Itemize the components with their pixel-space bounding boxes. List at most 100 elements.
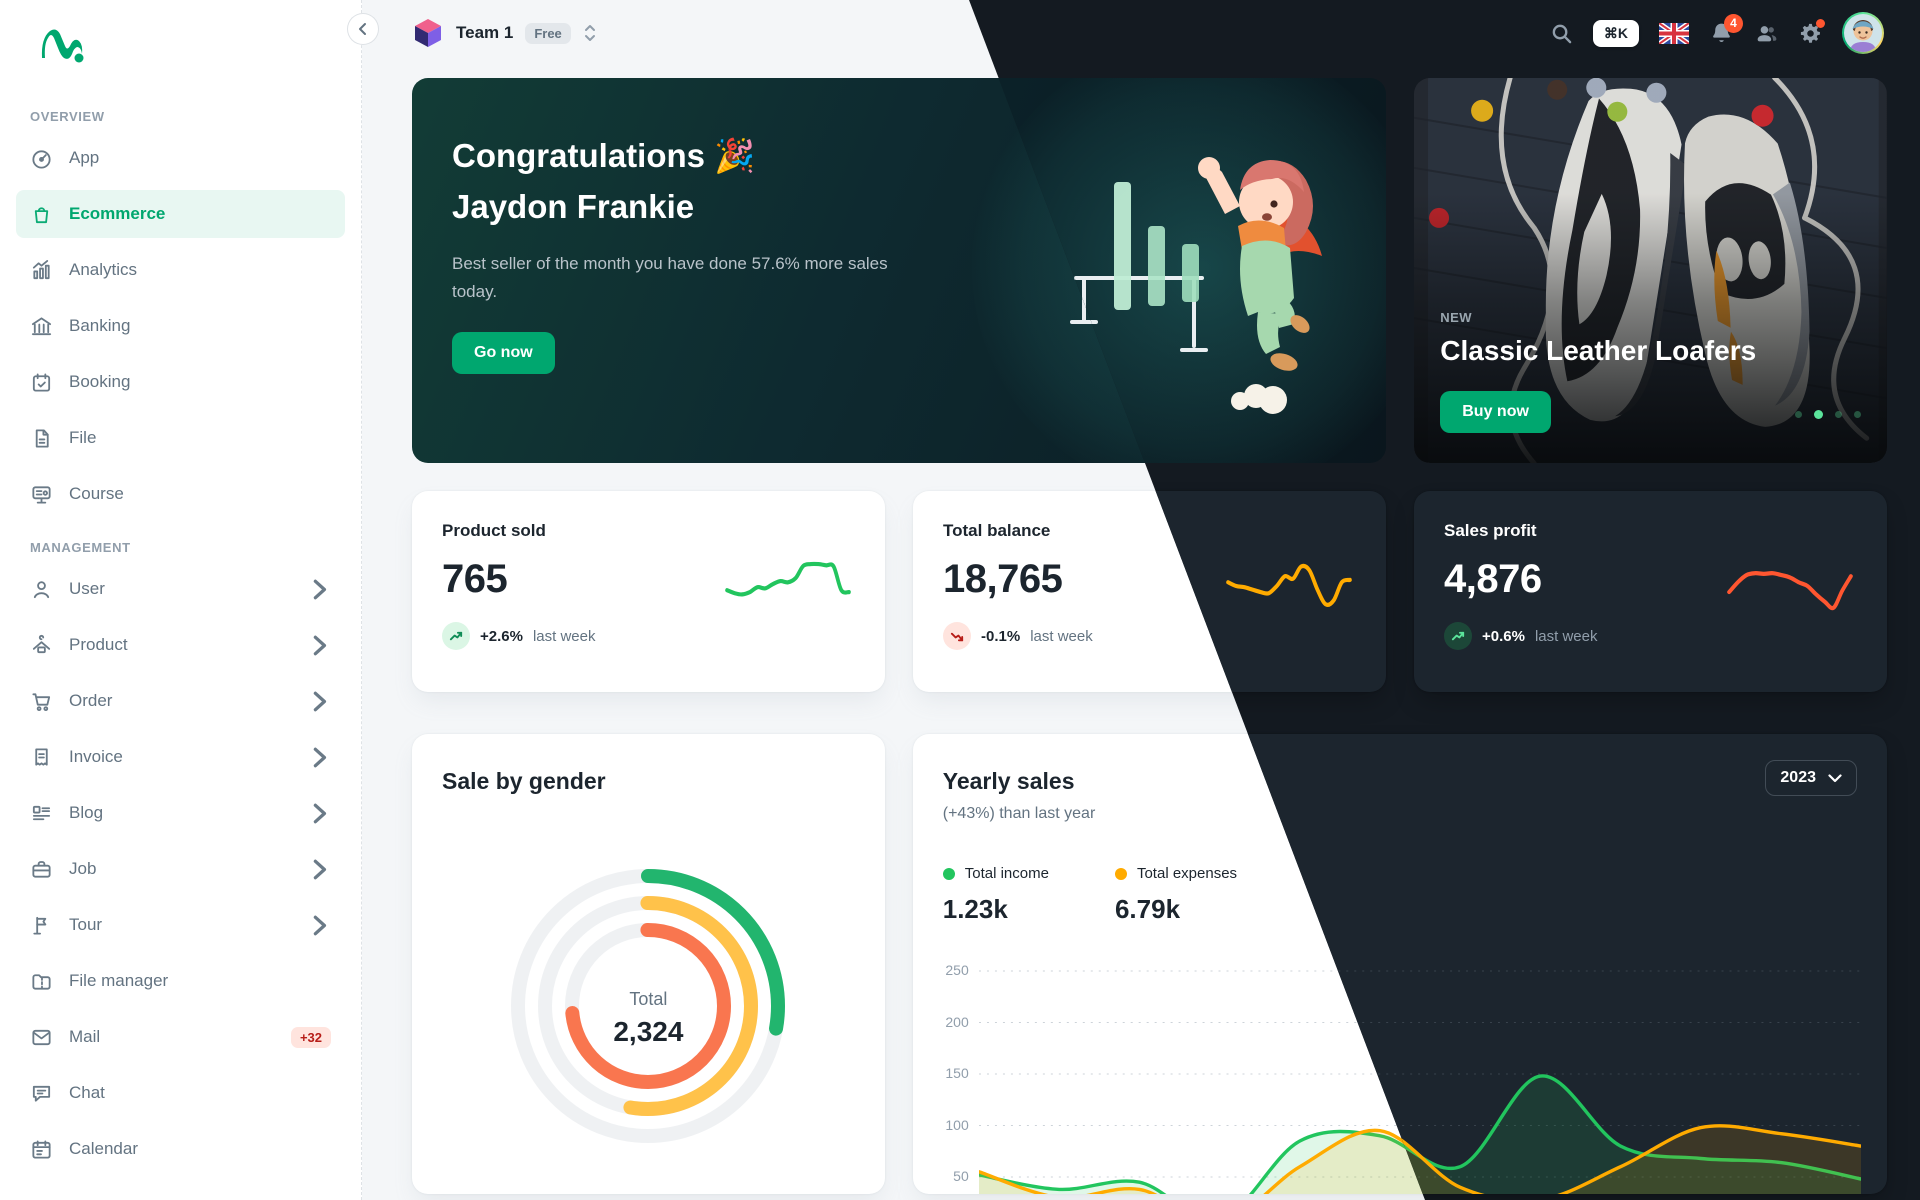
congrats-body: Best seller of the month you have done 5… bbox=[452, 254, 888, 302]
yearly-title: Yearly sales bbox=[942, 768, 1075, 794]
chevron-right-icon bbox=[308, 634, 331, 657]
workspace-name: Team 1 bbox=[456, 23, 514, 42]
sidebar-item-banking[interactable]: Banking bbox=[16, 302, 345, 350]
notifications-bell-icon[interactable]: 4 bbox=[1709, 13, 1743, 46]
product-title: Classic Leather Loafers bbox=[1440, 335, 1757, 366]
legend-dot-expenses bbox=[1114, 867, 1127, 880]
congrats-title: Congratulations 🎉 Jaydon Frankie bbox=[452, 137, 756, 226]
mail-count-badge: +32 bbox=[290, 1026, 331, 1048]
sidebar-section-label: OVERVIEW bbox=[30, 109, 105, 124]
sidebar-item-label: Mail bbox=[69, 1027, 101, 1046]
sidebar-item-analytics[interactable]: Analytics bbox=[16, 246, 345, 294]
y-axis-tick: 100 bbox=[945, 1116, 969, 1133]
gender-chart-title: Sale by gender bbox=[442, 768, 606, 794]
workspace-plan-badge: Free bbox=[525, 22, 571, 44]
chevron-right-icon bbox=[308, 914, 331, 937]
topbar: Team 1 Free ⌘K 4 bbox=[969, 0, 1920, 66]
y-axis-tick: 50 bbox=[953, 1168, 969, 1185]
y-axis-tick: 250 bbox=[945, 962, 969, 979]
sidebar-item-chat[interactable]: Chat bbox=[16, 1069, 345, 1117]
sidebar-item-label: Invoice bbox=[69, 747, 123, 766]
language-flag-icon[interactable] bbox=[1659, 22, 1689, 44]
go-now-button[interactable]: Go now bbox=[452, 332, 555, 375]
sidebar-item-ecommerce[interactable]: Ecommerce bbox=[16, 190, 345, 238]
carousel-dot[interactable] bbox=[1854, 411, 1861, 418]
sidebar-item-label: User bbox=[69, 579, 105, 598]
girl-illustration bbox=[1198, 157, 1322, 414]
mail-icon bbox=[32, 1029, 51, 1045]
course-icon bbox=[32, 485, 51, 504]
sidebar-item-label: Banking bbox=[69, 316, 131, 335]
bar-chart-illustration bbox=[1114, 182, 1199, 310]
file-manager-icon bbox=[32, 973, 51, 990]
stat-label: Product sold bbox=[442, 521, 546, 540]
chat-icon bbox=[32, 1085, 51, 1102]
sidebar-item-course[interactable]: Course bbox=[16, 470, 345, 518]
sidebar-item-label: Chat bbox=[69, 1083, 105, 1102]
sidebar-item-label: Ecommerce bbox=[69, 204, 166, 223]
sidebar-item-tour[interactable]: Tour bbox=[16, 901, 345, 949]
minimal-logo[interactable] bbox=[38, 24, 361, 69]
sparkline-chart bbox=[725, 561, 851, 597]
search-icon[interactable] bbox=[1550, 22, 1573, 45]
banking-icon bbox=[31, 316, 52, 335]
sidebar-item-label: Course bbox=[69, 484, 124, 503]
user-icon bbox=[33, 580, 50, 598]
sidebar-item-calendar[interactable]: Calendar bbox=[16, 1125, 345, 1173]
chevron-right-icon bbox=[308, 746, 331, 769]
sidebar-item-user[interactable]: User bbox=[16, 565, 345, 613]
buy-now-button[interactable]: Buy now bbox=[1440, 391, 1551, 433]
sidebar-item-booking[interactable]: Booking bbox=[16, 358, 345, 406]
sidebar-item-product[interactable]: Product bbox=[16, 621, 345, 669]
sidebar-item-invoice[interactable]: Invoice bbox=[16, 733, 345, 781]
chevron-right-icon bbox=[308, 802, 331, 825]
stat-delta: +2.6%last week bbox=[442, 622, 855, 650]
calendar-icon bbox=[32, 1139, 51, 1159]
sidebar-item-file[interactable]: File bbox=[16, 414, 345, 462]
sidebar-item-app[interactable]: App bbox=[16, 134, 345, 182]
workspace-switcher[interactable]: Team 1 Free bbox=[412, 17, 597, 49]
chevron-left-icon bbox=[359, 23, 366, 35]
sidebar-item-blog[interactable]: Blog bbox=[16, 789, 345, 837]
chevron-right-icon bbox=[308, 690, 331, 713]
carousel-dot[interactable] bbox=[1835, 411, 1842, 418]
featured-product-card: NEW Classic Leather Loafers Buy now bbox=[1414, 78, 1887, 463]
topbar-actions: ⌘K 4 bbox=[1550, 12, 1884, 54]
chart-legend: Total income 1.23k Total expenses 6.79k bbox=[942, 865, 1857, 925]
carousel-dots[interactable] bbox=[1795, 410, 1861, 419]
trending-up-icon bbox=[442, 622, 470, 650]
stat-label: Total balance bbox=[943, 521, 1051, 540]
legend-expenses: Total expenses 6.79k bbox=[1114, 865, 1238, 924]
sidebar-item-order[interactable]: Order bbox=[16, 677, 345, 725]
chevron-updown-icon bbox=[584, 25, 595, 41]
invoice-icon bbox=[35, 747, 48, 766]
sidebar-item-label: File manager bbox=[69, 971, 169, 990]
cloud bbox=[1231, 384, 1287, 414]
stat-value: 4,876 bbox=[1444, 557, 1542, 601]
sparkline-chart bbox=[1727, 571, 1853, 611]
settings-gear-icon[interactable] bbox=[1799, 18, 1825, 45]
carousel-dot[interactable] bbox=[1795, 411, 1802, 418]
y-axis-tick: 150 bbox=[945, 1065, 969, 1082]
tour-icon bbox=[33, 916, 47, 935]
year-select[interactable]: 2023 bbox=[1765, 760, 1857, 796]
sidebar-item-label: Booking bbox=[69, 372, 131, 391]
contacts-icon[interactable] bbox=[1754, 21, 1779, 46]
sidebar-collapse-button[interactable] bbox=[347, 13, 379, 45]
sidebar-item-label: Job bbox=[69, 859, 97, 878]
sidebar-item-label: Tour bbox=[69, 915, 103, 934]
sidebar-item-job[interactable]: Job bbox=[16, 845, 345, 893]
product-tag: NEW bbox=[1440, 310, 1473, 325]
legend-dot-income bbox=[942, 867, 955, 880]
avatar[interactable] bbox=[1842, 12, 1884, 54]
sidebar-item-label: Blog bbox=[69, 803, 104, 822]
stat-label: Sales profit bbox=[1444, 521, 1537, 540]
keyboard-shortcut-pill[interactable]: ⌘K bbox=[1592, 19, 1639, 47]
stat-card-sales-profit: Sales profit 4,876 +0.6%last week bbox=[1414, 491, 1887, 692]
carousel-dot[interactable] bbox=[1814, 410, 1823, 419]
sidebar-item-file-manager[interactable]: File manager bbox=[16, 957, 345, 1005]
notifications-count-badge: 4 bbox=[1724, 13, 1743, 33]
sidebar-item-mail[interactable]: Mail +32 bbox=[16, 1013, 345, 1061]
